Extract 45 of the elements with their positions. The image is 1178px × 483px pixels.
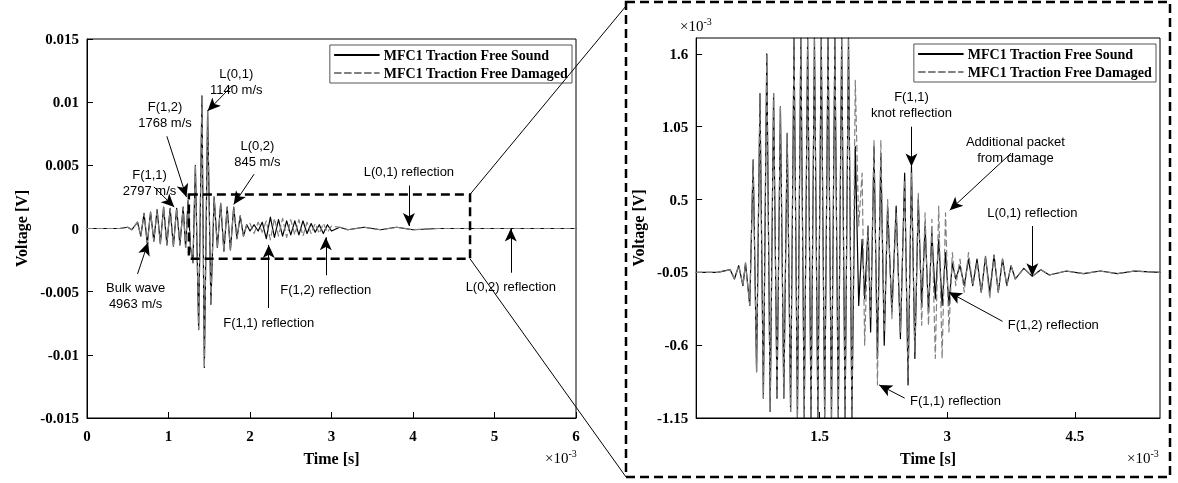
y-tick-label: 1.05	[661, 118, 689, 135]
legend-label: MFC1 Traction Free Damaged	[383, 65, 568, 81]
annotation: L(0,1) reflection	[987, 204, 1078, 220]
y-tick-label: -0.05	[656, 264, 689, 281]
annotation: F(1,1) knot reflection	[871, 89, 952, 121]
y-tick-label: -1.15	[656, 410, 689, 426]
x-tick-label: 2	[246, 427, 254, 444]
annotation: L(0,2) reflection	[465, 279, 556, 295]
legend-label: MFC1 Traction Free Sound	[967, 46, 1134, 62]
x-tick-label: 4	[409, 427, 418, 444]
annotation: F(1,2) 1768 m/s	[138, 99, 193, 131]
x-tick-label: 3	[943, 427, 951, 444]
x-axis-title: Time [s]	[900, 449, 957, 467]
x-tick-label: 4.5	[1065, 427, 1085, 444]
y-tick-label: -0.01	[47, 346, 79, 363]
y-tick-label: 0.015	[45, 31, 79, 47]
annotation: Additional packet from damage	[965, 133, 1066, 165]
x-tick-label: 6	[572, 427, 581, 444]
y-axis-title: Voltage [V]	[629, 189, 648, 267]
annotation: F(1,1) 2797 m/s	[122, 167, 177, 199]
legend-label: MFC1 Traction Free Damaged	[967, 64, 1152, 80]
y-tick-label: 0.005	[45, 157, 79, 174]
y-tick-label: -0.6	[664, 337, 689, 354]
y-tick-label: 0.01	[52, 94, 79, 111]
annotation: L(0,1) reflection	[363, 164, 455, 180]
annotation: F(1,2) reflection	[1007, 316, 1099, 332]
annotation: F(1,1) reflection	[909, 393, 1002, 409]
y-tick-label: -0.005	[40, 283, 79, 300]
x-tick-label: 5	[490, 427, 499, 444]
annotation: F(1,2) reflection	[280, 281, 372, 297]
legend-label: MFC1 Traction Free Sound	[383, 47, 550, 63]
x-tick-label: 0	[83, 427, 91, 444]
y-tick-label: 0	[71, 220, 79, 237]
x-tick-label: 3	[327, 427, 336, 444]
annotation: L(0,2) 845 m/s	[234, 137, 282, 169]
y-tick-label: 1.6	[669, 45, 689, 62]
y-tick-label: 0.5	[669, 191, 689, 208]
annotation: F(1,1) reflection	[223, 314, 315, 330]
line-series	[695, 37, 1161, 419]
y-tick-label: -0.015	[40, 410, 79, 426]
x-axis-title: Time [s]	[303, 449, 360, 467]
x-tick-label: 1.5	[810, 427, 829, 444]
x-tick-label: 1	[164, 427, 173, 444]
y-axis-title: Voltage [V]	[12, 189, 31, 268]
annotation: Bulk wave 4963 m/s	[106, 280, 166, 312]
